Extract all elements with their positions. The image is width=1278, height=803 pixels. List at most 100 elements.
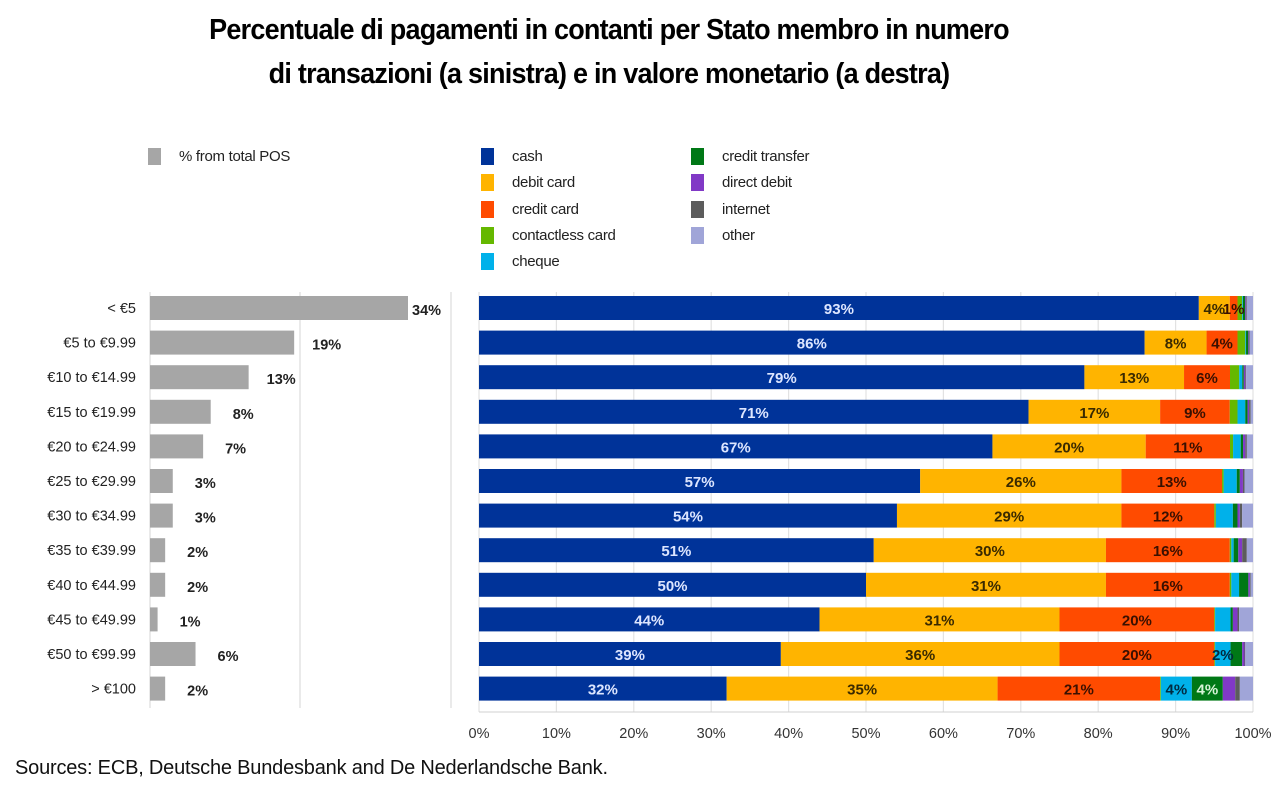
legend-item--from-total-pos: % from total POS	[148, 148, 290, 165]
right-chart-x-tick-labels: 0% 10% 20% 30% 40% 50% 60% 70% 80% 90% 100%	[469, 726, 1272, 742]
left-bar	[150, 399, 211, 424]
segment-contactless-card	[1160, 676, 1161, 701]
left-bar	[150, 572, 166, 597]
left-value-label: 1%	[180, 614, 201, 630]
left-value-label: 7%	[225, 441, 246, 457]
legend-item-debit-card: debit card	[481, 174, 575, 192]
segment-credit-card	[1160, 399, 1230, 424]
segment-value-label: 86%	[797, 336, 827, 353]
left-bar	[150, 365, 249, 390]
segment-value-label: 51%	[661, 543, 691, 560]
segment-other	[1239, 676, 1253, 701]
legend-swatch	[481, 200, 494, 218]
segment-direct-debit	[1245, 296, 1247, 320]
segment-credit-card	[1105, 572, 1230, 597]
legend-label: % from total POS	[179, 148, 291, 165]
x-tick-label: 10%	[542, 726, 571, 742]
segment-direct-debit	[1242, 642, 1245, 666]
segment-cash	[479, 676, 727, 701]
segment-value-label: 9%	[1184, 405, 1206, 422]
segment-contactless-card	[1229, 399, 1238, 424]
segment-cheque	[1223, 469, 1237, 493]
legend-label: internet	[722, 200, 770, 218]
x-tick-label: 50%	[851, 726, 880, 742]
segment-internet	[1235, 676, 1240, 701]
segment-value-label: 36%	[905, 647, 935, 664]
segment-cash	[479, 538, 874, 563]
category-label: €25 to €29.99	[47, 474, 136, 490]
legend-label: cash	[512, 148, 543, 165]
x-tick-label: 20%	[619, 726, 648, 742]
segment-value-label: 11%	[1173, 439, 1202, 456]
segment-internet	[1249, 572, 1251, 597]
legend-label: credit transfer	[722, 148, 810, 165]
segment-internet	[1245, 434, 1247, 459]
segment-value-label: 12%	[1153, 509, 1183, 526]
segment-debit-card	[780, 642, 1060, 666]
category-label: €35 to €39.99	[47, 543, 136, 559]
segment-value-label: 30%	[975, 543, 1005, 560]
segment-debit-card	[920, 469, 1122, 493]
left-bar	[150, 503, 173, 528]
legend-swatch	[691, 148, 704, 165]
segment-other	[1239, 607, 1253, 632]
segment-other	[1246, 538, 1253, 563]
segment-value-label: 4%	[1196, 682, 1218, 699]
segment-cash	[479, 330, 1145, 355]
segment-cash	[479, 572, 866, 597]
segment-cheque	[1233, 434, 1241, 459]
legend-swatch	[148, 148, 161, 165]
segment-credit-transfer	[1246, 330, 1249, 355]
segment-other	[1250, 399, 1253, 424]
segment-value-label: 17%	[1079, 405, 1109, 422]
segment-contactless-card	[1229, 572, 1232, 597]
x-tick-label: 100%	[1234, 726, 1271, 742]
segment-cash	[479, 607, 820, 632]
legend-item-internet: internet	[691, 200, 770, 218]
left-bar	[150, 607, 158, 632]
segment-direct-debit	[1232, 607, 1238, 632]
segment-value-label: 4%	[1211, 336, 1233, 353]
segment-contactless-card	[1230, 365, 1240, 390]
segment-cheque	[1231, 538, 1234, 563]
segment-credit-card	[1121, 469, 1223, 493]
segment-cheque	[1237, 399, 1246, 424]
segment-credit-transfer	[1245, 399, 1248, 424]
segment-cheque	[1239, 365, 1243, 390]
segment-internet	[1242, 538, 1247, 563]
category-label: €40 to €44.99	[47, 578, 136, 594]
legend-swatch	[481, 226, 494, 244]
segment-value-label: 50%	[657, 578, 687, 595]
segment-internet	[1242, 469, 1245, 493]
segment-internet	[1245, 365, 1247, 390]
left-bar	[150, 676, 166, 701]
segment-value-label: 29%	[994, 509, 1024, 526]
left-value-label: 3%	[195, 476, 216, 492]
segment-cheque	[1231, 572, 1240, 597]
segment-debit-card	[992, 434, 1146, 459]
left-value-label: 6%	[218, 649, 239, 665]
left-chart-value-labels: 34% 19% 13% 8% 7% 3% 3% 2% 2% 1% 6% 2%	[180, 303, 442, 700]
left-value-label: 2%	[187, 684, 208, 700]
segment-credit-transfer	[1236, 469, 1240, 493]
legend-swatch	[691, 200, 704, 218]
segment-value-label: 20%	[1122, 647, 1152, 664]
segment-debit-card	[873, 538, 1106, 563]
left-bar	[150, 330, 295, 355]
segment-contactless-card	[1214, 642, 1216, 666]
segment-credit-transfer	[1239, 572, 1249, 597]
segment-contactless-card	[1229, 538, 1232, 563]
legend-swatch	[481, 148, 494, 165]
segment-direct-debit	[1243, 365, 1246, 390]
legend-item-direct-debit: direct debit	[691, 174, 792, 192]
left-bar	[150, 642, 196, 666]
category-label: €10 to €14.99	[47, 370, 136, 386]
segment-value-label: 13%	[1119, 370, 1149, 387]
segment-cheque	[1160, 676, 1192, 701]
segment-other	[1246, 365, 1253, 390]
left-value-label: 8%	[233, 407, 254, 423]
segment-cash	[479, 503, 897, 528]
category-label: €50 to €99.99	[47, 647, 136, 663]
segment-value-label: 44%	[634, 612, 664, 629]
